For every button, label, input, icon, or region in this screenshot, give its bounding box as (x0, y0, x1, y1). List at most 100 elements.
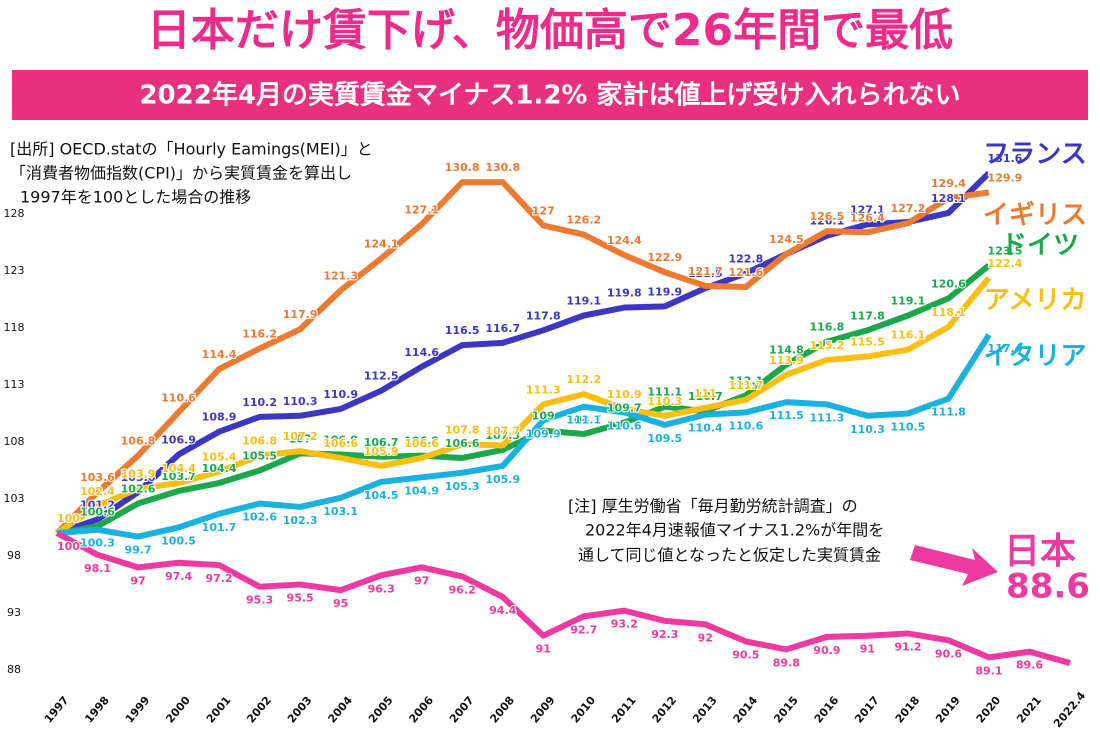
value-label: 100 (57, 512, 80, 525)
series-name: イタリア (984, 342, 1087, 372)
value-label: 91.2 (894, 640, 921, 653)
value-label: 115.5 (850, 336, 885, 349)
value-label: 97 (414, 574, 429, 587)
value-label: 110.4 (688, 422, 723, 435)
value-label: 102.6 (242, 511, 277, 524)
value-label: 100 (57, 512, 80, 525)
value-label: 110.6 (607, 419, 642, 432)
series-line (55, 530, 1071, 666)
value-label: 106.8 (404, 435, 439, 448)
value-label: 127.1 (404, 203, 439, 216)
value-label: 124.5 (769, 233, 804, 246)
value-label: 111.8 (931, 406, 966, 419)
value-label: 97 (130, 574, 145, 587)
value-label: 124.1 (364, 238, 399, 251)
value-label: 98.1 (84, 562, 111, 575)
value-label: 106.8 (242, 435, 277, 448)
value-label: 127.2 (891, 202, 926, 215)
value-label: 104.9 (404, 484, 439, 497)
value-label: 92.7 (570, 623, 597, 636)
value-label: 111.1 (566, 414, 601, 427)
subtitle: 2022年4月の実質賃金マイナス1.2% 家計は値上げ受け入れられない (139, 80, 960, 111)
value-label: 99.7 (124, 544, 151, 557)
value-label: 95.5 (287, 591, 314, 604)
value-label: 103.9 (121, 468, 156, 481)
value-label: 114.4 (202, 348, 237, 361)
value-label: 106.9 (161, 434, 196, 447)
value-label: 102.4 (80, 485, 115, 498)
value-label: 95 (333, 597, 348, 610)
value-label: 92 (698, 631, 713, 644)
value-label: 122.4 (988, 257, 1023, 270)
value-label: 101.2 (80, 498, 115, 511)
value-label: 107.3 (485, 429, 520, 442)
value-label: 110.9 (607, 388, 642, 401)
value-label: 97.4 (165, 570, 192, 583)
value-label: 91 (860, 643, 875, 656)
chart-title: 日本だけ賃下げ、物価高で26年間で最低 (147, 5, 953, 56)
value-label: 100.6 (80, 505, 115, 518)
y-tick-label: 108 (4, 435, 25, 448)
value-label: 100 (57, 540, 80, 553)
value-label: 89.1 (975, 664, 1002, 677)
value-label: 124.4 (607, 234, 642, 247)
value-label: 95.3 (246, 594, 273, 607)
value-label: 96.3 (368, 582, 395, 595)
value-label: 100 (57, 512, 80, 525)
value-label: 105.9 (364, 445, 399, 458)
value-label: 106.6 (404, 437, 439, 450)
value-label: 109 (532, 410, 555, 423)
value-label: 123.5 (988, 244, 1023, 257)
value-label: 105.5 (242, 449, 277, 462)
value-label: 102.3 (283, 514, 318, 527)
value-label: 90.5 (732, 648, 759, 661)
value-label: 116.5 (445, 324, 480, 337)
y-tick-label: 98 (7, 549, 21, 562)
value-label: 116.8 (809, 321, 844, 334)
arrow (910, 545, 998, 586)
value-label: 111.5 (769, 409, 804, 422)
value-label: 115.2 (809, 339, 844, 352)
value-label: 92.3 (651, 628, 678, 641)
value-label: 111.3 (809, 411, 844, 424)
value-label: 105.9 (485, 473, 520, 486)
value-label: 112.5 (364, 370, 399, 383)
value-label: 103.6 (121, 471, 156, 484)
value-label: 104.4 (202, 462, 237, 475)
value-label: 116.2 (242, 328, 277, 341)
y-tick-label: 128 (4, 207, 25, 220)
series-name: フランス (983, 140, 1086, 170)
value-label: 128.1 (931, 192, 966, 205)
value-label: 106.9 (323, 434, 358, 447)
value-label: 112.1 (728, 374, 763, 387)
value-label: 106.6 (445, 437, 480, 450)
value-label: 106.7 (364, 436, 399, 449)
value-label: 108.7 (566, 413, 601, 426)
value-label: 90.9 (813, 644, 840, 657)
value-label: 114.8 (769, 343, 804, 356)
value-label: 111.1 (647, 386, 682, 399)
end-value-label: 88.6 (1006, 567, 1090, 607)
value-label: 105.4 (202, 451, 237, 464)
value-label: 111 (694, 387, 717, 400)
value-label: 109.7 (607, 402, 642, 415)
value-label: 93.2 (611, 618, 638, 631)
y-tick-label: 93 (7, 606, 21, 619)
value-label: 126.1 (809, 215, 844, 228)
value-label: 110.3 (850, 423, 885, 436)
value-label: 121.3 (323, 269, 358, 282)
value-label: 124.5 (769, 233, 804, 246)
value-label: 121.5 (688, 267, 723, 280)
value-label: 127 (532, 204, 555, 217)
value-label: 110.6 (728, 419, 763, 432)
series-line (55, 275, 992, 536)
value-label: 110.6 (161, 391, 196, 404)
value-label: 119.1 (891, 294, 926, 307)
value-label: 90.6 (935, 647, 962, 660)
value-label: 96.2 (449, 583, 476, 596)
subtitle-banner (12, 70, 1088, 120)
value-label: 107.7 (485, 424, 520, 437)
value-label: 129.9 (988, 171, 1023, 184)
